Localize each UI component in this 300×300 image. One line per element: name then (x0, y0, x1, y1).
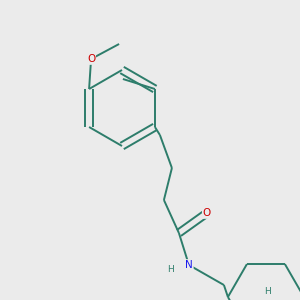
Text: N: N (185, 260, 193, 270)
Text: H: H (167, 265, 174, 274)
Text: O: O (87, 54, 95, 64)
Text: H: H (265, 287, 271, 296)
Text: O: O (203, 208, 211, 218)
